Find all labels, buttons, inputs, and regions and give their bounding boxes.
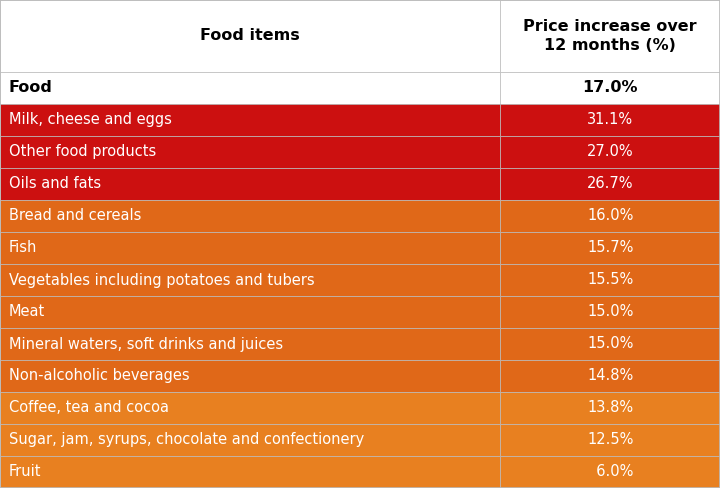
Bar <box>500 104 720 136</box>
Bar <box>0 0 500 72</box>
Bar <box>0 392 500 424</box>
Text: Milk, cheese and eggs: Milk, cheese and eggs <box>9 113 171 127</box>
Bar <box>500 72 720 104</box>
Text: 15.5%: 15.5% <box>587 272 634 287</box>
Text: Food: Food <box>9 81 53 96</box>
Bar <box>500 296 720 328</box>
Text: 15.7%: 15.7% <box>587 241 634 256</box>
Bar <box>500 232 720 264</box>
Text: Price increase over
12 months (%): Price increase over 12 months (%) <box>523 19 697 53</box>
Text: 14.8%: 14.8% <box>587 368 634 384</box>
Bar <box>500 328 720 360</box>
Text: 16.0%: 16.0% <box>587 208 634 224</box>
Text: Mineral waters, soft drinks and juices: Mineral waters, soft drinks and juices <box>9 337 283 351</box>
Bar <box>500 0 720 72</box>
Bar <box>500 360 720 392</box>
Bar <box>0 360 500 392</box>
Bar <box>500 456 720 488</box>
Bar <box>0 424 500 456</box>
Text: Other food products: Other food products <box>9 144 156 160</box>
Bar <box>500 424 720 456</box>
Text: 6.0%: 6.0% <box>587 465 634 480</box>
Bar <box>0 200 500 232</box>
Text: Sugar, jam, syrups, chocolate and confectionery: Sugar, jam, syrups, chocolate and confec… <box>9 432 364 447</box>
Bar <box>0 264 500 296</box>
Text: 26.7%: 26.7% <box>587 177 634 191</box>
Bar <box>0 168 500 200</box>
Text: Meat: Meat <box>9 305 45 320</box>
Text: Coffee, tea and cocoa: Coffee, tea and cocoa <box>9 401 168 415</box>
Text: 13.8%: 13.8% <box>587 401 634 415</box>
Bar <box>0 456 500 488</box>
Bar <box>500 200 720 232</box>
Bar <box>0 232 500 264</box>
Text: Fruit: Fruit <box>9 465 41 480</box>
Text: 15.0%: 15.0% <box>587 305 634 320</box>
Bar <box>500 392 720 424</box>
Text: Bread and cereals: Bread and cereals <box>9 208 141 224</box>
Bar <box>0 136 500 168</box>
Text: Non-alcoholic beverages: Non-alcoholic beverages <box>9 368 189 384</box>
Bar <box>0 72 500 104</box>
Bar <box>500 264 720 296</box>
Bar <box>500 136 720 168</box>
Text: 17.0%: 17.0% <box>582 81 638 96</box>
Text: Food items: Food items <box>200 28 300 43</box>
Bar <box>0 296 500 328</box>
Bar <box>0 104 500 136</box>
Text: 27.0%: 27.0% <box>587 144 634 160</box>
Text: 12.5%: 12.5% <box>587 432 634 447</box>
Bar <box>0 328 500 360</box>
Text: Fish: Fish <box>9 241 37 256</box>
Text: 31.1%: 31.1% <box>587 113 634 127</box>
Text: Vegetables including potatoes and tubers: Vegetables including potatoes and tubers <box>9 272 314 287</box>
Text: 15.0%: 15.0% <box>587 337 634 351</box>
Text: Oils and fats: Oils and fats <box>9 177 101 191</box>
Bar <box>500 168 720 200</box>
